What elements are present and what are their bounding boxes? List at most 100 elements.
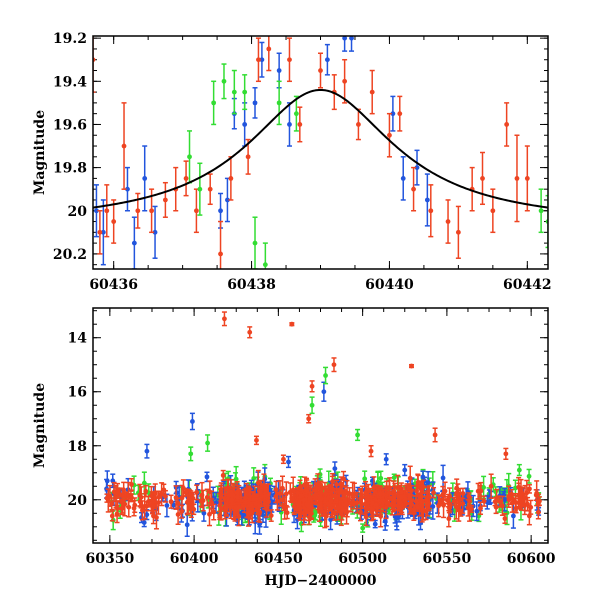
data-point [179,504,185,519]
data-point [372,519,378,529]
data-point [233,502,239,512]
top-plot-frame [92,35,549,270]
y-tick-label: 19.4 [53,74,87,90]
data-point [513,492,519,512]
data-point [446,509,452,528]
data-point [286,37,292,83]
data-point [469,504,475,513]
y-tick-label: 19.6 [53,117,87,133]
data-point [218,220,224,269]
data-point [480,151,486,206]
x-tick-label: 60436 [89,277,138,293]
outlier-point [409,363,414,369]
data-point [342,36,348,52]
outlier-point [205,434,211,452]
data-point [312,478,318,503]
data-point [504,102,510,147]
data-point [397,495,403,510]
data-point [389,493,395,516]
data-point [424,173,430,227]
data-point [431,486,437,499]
data-point [131,499,137,517]
data-point [330,472,336,490]
data-point [207,173,213,206]
data-point [100,199,106,266]
outlier-point [323,366,329,385]
data-point [243,491,249,505]
x-tick-label: 60450 [254,551,303,567]
data-point [342,58,348,104]
data-point [258,483,264,502]
axis-ticks: 60436 60438 60440 60442 19.2 19.4 19.6 19.8 20 20… [53,31,552,293]
data-point [538,188,544,234]
data-point [121,102,127,190]
data-point [335,494,341,521]
data-point [293,95,299,132]
data-point [407,485,413,509]
bottom-plot-frame [92,307,549,544]
data-point [290,476,296,504]
data-point [279,475,285,502]
data-point [524,145,530,212]
data-point [255,37,261,83]
outlier-point [516,463,522,477]
data-point [499,495,505,516]
data-point [387,477,393,499]
data-point [228,156,234,201]
outlier-point [189,412,195,431]
x-tick-label: 60440 [365,277,414,293]
series-2 [187,63,548,269]
y-tick-label: 16 [68,385,87,401]
data-point [488,473,494,499]
data-point [262,242,268,269]
data-point [418,481,424,497]
outlier-point [144,443,150,459]
data-point [307,491,313,506]
top-panel-zoom-light-curve: 60436 60438 60440 60442 19.2 19.4 19.6 19.8 20 20… [32,31,552,293]
data-point [526,484,532,494]
data-point [514,134,520,223]
model-curve [93,88,548,209]
outlier-point [383,453,389,466]
data-point [369,69,375,115]
y-axis-label: Magnitude [32,383,48,468]
outlier-point [285,455,291,469]
data-point [97,210,103,255]
outlier-point [188,446,194,462]
outlier-point [331,357,337,373]
x-axis-label: HJD−2400000 [265,573,377,589]
data-point [328,490,334,512]
data-point [536,496,542,507]
data-point [358,493,364,504]
x-tick-label: 60442 [503,277,552,293]
outlier-point [503,447,509,461]
outliers-0 [221,311,509,465]
data-point [229,492,235,507]
data-point [425,490,431,517]
outlier-point [306,413,312,424]
data-point [159,482,165,507]
data-point [142,145,148,212]
outlier-point [368,445,374,458]
outlier-point [355,428,361,442]
data-point [142,492,148,520]
data-point [446,502,452,514]
data-point [420,498,426,521]
data-point [466,492,472,501]
data-point [273,489,279,504]
data-point [124,166,130,212]
data-point [252,216,258,269]
data-point [445,199,451,244]
data-point [234,492,240,501]
data-point [397,95,403,132]
bottom-panel-full-light-curve: 60350 60400 60450 60500 60550 60600 14 16 18 20 Ma… [32,307,556,589]
data-point [152,490,158,506]
data-point [276,80,282,126]
y-axis-label: Magnitude [32,110,48,195]
data-point [218,488,224,503]
outlier-point [309,380,315,393]
data-point [266,36,272,72]
data-point [236,484,242,497]
baseline-cloud-2 [104,465,542,530]
data-point [162,181,168,218]
